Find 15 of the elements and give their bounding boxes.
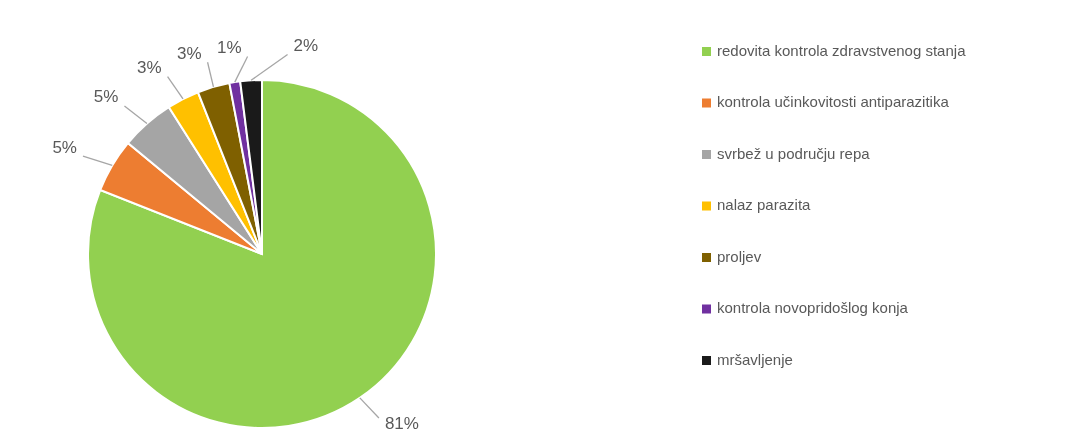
data-label: 1% (216, 38, 242, 58)
legend-label: kontrola učinkovitosti antiparazitika (717, 93, 950, 111)
pie-slice (87, 79, 437, 429)
legend-label: nalaz parazita (717, 196, 812, 214)
data-label: 2% (293, 35, 319, 55)
legend-label: svrbež u području repa (717, 144, 871, 162)
legend-label: kontrola novopridošlog konja (717, 299, 909, 317)
legend-label: proljev (717, 247, 762, 265)
data-label: 5% (93, 87, 119, 107)
legend-label: mršavljenje (717, 350, 793, 368)
data-label: 81% (384, 413, 419, 431)
legend-label: redovita kontrola zdravstvenog stanja (717, 41, 967, 59)
data-label: 3% (176, 43, 202, 63)
data-label: 3% (136, 58, 162, 78)
data-label: 5% (52, 137, 77, 157)
